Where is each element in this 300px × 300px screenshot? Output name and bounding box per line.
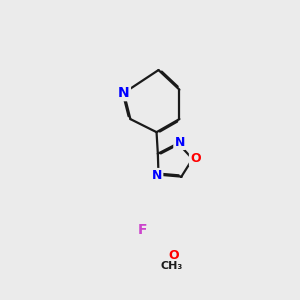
Text: O: O (190, 152, 201, 166)
Text: N: N (175, 136, 185, 149)
Text: F: F (138, 223, 148, 237)
Text: O: O (169, 249, 179, 262)
Text: N: N (152, 169, 162, 182)
Text: CH₃: CH₃ (161, 261, 183, 271)
Text: N: N (118, 86, 130, 100)
